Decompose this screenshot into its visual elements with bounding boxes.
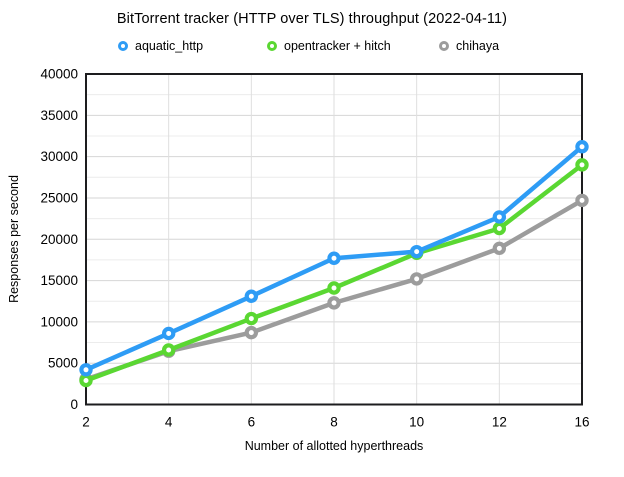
- y-tick-label: 10000: [40, 314, 78, 329]
- chart-title: BitTorrent tracker (HTTP over TLS) throu…: [116, 11, 508, 27]
- data-point-aquatic-http: [327, 251, 341, 265]
- x-tick-label: 12: [492, 415, 507, 430]
- y-tick-label: 40000: [40, 67, 78, 82]
- data-point-opentracker-hitch: [244, 311, 259, 326]
- opentracker-hitch-series-marker-icon: [267, 41, 277, 51]
- aquatic-http-series-marker-icon: [118, 41, 128, 51]
- data-point-aquatic-http: [492, 210, 507, 224]
- y-tick-label: 20000: [40, 232, 78, 247]
- x-tick-label: 16: [574, 415, 589, 430]
- y-tick-label: 25000: [40, 190, 78, 205]
- x-tick-label: 10: [409, 415, 424, 430]
- legend-label: aquatic_http: [135, 39, 204, 53]
- data-point-opentracker-hitch: [79, 373, 93, 388]
- y-tick-label: 0: [70, 397, 78, 412]
- data-point-aquatic-http: [79, 363, 93, 377]
- chihaya-series-marker-icon: [439, 41, 449, 51]
- y-tick-label: 35000: [40, 108, 78, 123]
- data-point-chihaya: [492, 241, 507, 256]
- y-tick-label: 5000: [48, 356, 78, 371]
- data-point-opentracker-hitch: [575, 158, 589, 172]
- data-point-chihaya: [327, 296, 341, 310]
- y-tick-label: 15000: [40, 273, 78, 288]
- data-point-aquatic-http: [244, 289, 259, 303]
- legend-label: opentracker + hitch: [284, 39, 391, 53]
- data-point-aquatic-http: [575, 140, 589, 154]
- y-tick-label: 30000: [40, 149, 78, 164]
- legend-item-aquatic-http: aquatic_http: [118, 39, 203, 53]
- x-tick-label: 6: [248, 415, 256, 430]
- legend-item-chihaya: chihaya: [439, 39, 499, 53]
- x-tick-label: 4: [165, 415, 173, 430]
- x-tick-label: 2: [82, 415, 90, 430]
- data-point-chihaya: [244, 325, 259, 340]
- data-point-chihaya: [575, 193, 589, 208]
- legend-item-opentracker-hitch: opentracker + hitch: [267, 39, 391, 53]
- x-axis-title: Number of allotted hyperthreads: [244, 439, 424, 453]
- plot-border: [85, 73, 583, 406]
- data-point-opentracker-hitch: [492, 221, 507, 236]
- legend-label: chihaya: [456, 39, 500, 53]
- data-point-chihaya: [409, 272, 424, 286]
- data-point-aquatic-http: [409, 244, 424, 259]
- data-point-opentracker-hitch: [161, 343, 176, 357]
- data-point-opentracker-hitch: [327, 281, 341, 295]
- x-tick-label: 8: [330, 415, 338, 430]
- data-point-aquatic-http: [161, 326, 176, 341]
